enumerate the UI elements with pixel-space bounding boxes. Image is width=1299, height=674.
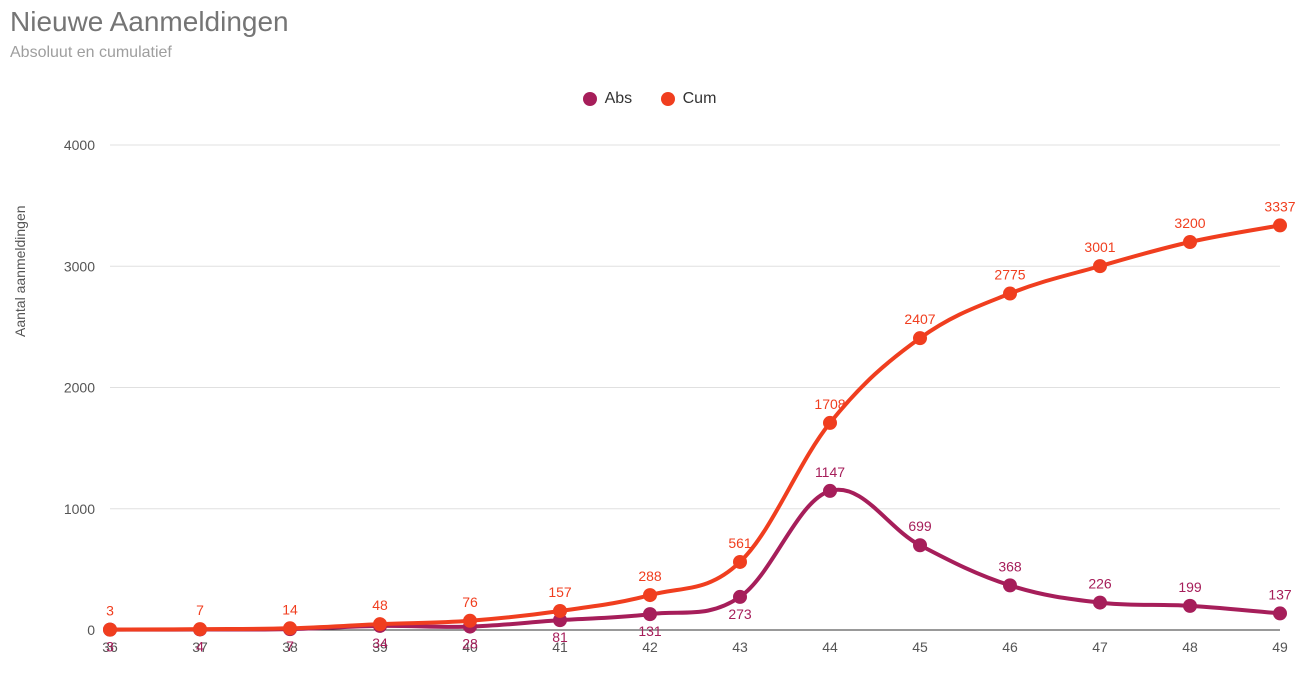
series-point-cum [373, 617, 387, 631]
series-point-cum [643, 588, 657, 602]
point-label-cum: 3001 [1084, 239, 1115, 255]
point-label-cum: 14 [282, 601, 298, 617]
point-label-abs: 699 [908, 518, 932, 534]
y-tick-label: 2000 [64, 380, 95, 396]
series-point-cum [1273, 218, 1287, 232]
series-point-cum [283, 621, 297, 635]
y-tick-label: 4000 [64, 137, 95, 153]
series-point-cum [193, 622, 207, 636]
point-label-cum: 7 [196, 602, 204, 618]
point-label-abs: 273 [728, 606, 752, 622]
x-tick-label: 44 [822, 639, 838, 655]
point-label-abs: 1147 [815, 464, 845, 480]
series-point-cum [1183, 235, 1197, 249]
series-point-abs [1273, 606, 1287, 620]
point-label-abs: 137 [1268, 586, 1292, 602]
x-tick-label: 45 [912, 639, 928, 655]
series-point-cum [733, 555, 747, 569]
x-tick-label: 42 [642, 639, 658, 655]
y-tick-label: 1000 [64, 501, 95, 517]
series-point-abs [1183, 599, 1197, 613]
x-tick-label: 46 [1002, 639, 1018, 655]
series-point-abs [1093, 596, 1107, 610]
point-label-cum: 48 [372, 597, 388, 613]
series-line-cum [110, 225, 1280, 629]
chart-area: 0100020003000400036373839404142434445464… [0, 0, 1299, 674]
point-label-abs: 131 [638, 623, 662, 639]
series-point-abs [823, 484, 837, 498]
series-point-cum [553, 604, 567, 618]
point-label-cum: 2407 [904, 311, 935, 327]
series-point-abs [913, 538, 927, 552]
series-point-cum [103, 623, 117, 637]
point-label-abs: 4 [196, 639, 204, 655]
point-label-cum: 76 [462, 594, 478, 610]
series-point-cum [463, 614, 477, 628]
series-point-cum [1003, 287, 1017, 301]
point-label-abs: 199 [1178, 579, 1202, 595]
point-label-cum: 157 [548, 584, 572, 600]
point-label-abs: 368 [998, 558, 1022, 574]
series-point-cum [823, 416, 837, 430]
y-tick-label: 0 [87, 622, 95, 638]
x-tick-label: 49 [1272, 639, 1288, 655]
series-point-abs [733, 590, 747, 604]
point-label-abs: 3 [106, 639, 114, 655]
point-label-abs: 34 [372, 635, 388, 651]
point-label-abs: 7 [286, 638, 294, 654]
point-label-abs: 28 [462, 636, 478, 652]
series-point-cum [1093, 259, 1107, 273]
point-label-cum: 3 [106, 603, 114, 619]
x-tick-label: 48 [1182, 639, 1198, 655]
point-label-cum: 3200 [1174, 215, 1205, 231]
x-tick-label: 43 [732, 639, 748, 655]
series-point-cum [913, 331, 927, 345]
point-label-abs: 226 [1088, 576, 1112, 592]
point-label-cum: 288 [638, 568, 662, 584]
point-label-cum: 1708 [814, 396, 845, 412]
point-label-cum: 2775 [994, 267, 1025, 283]
point-label-abs: 81 [552, 629, 568, 645]
x-tick-label: 47 [1092, 639, 1108, 655]
point-label-cum: 3337 [1264, 198, 1295, 214]
series-point-abs [1003, 578, 1017, 592]
series-point-abs [643, 607, 657, 621]
point-label-cum: 561 [728, 535, 752, 551]
y-tick-label: 3000 [64, 258, 95, 274]
